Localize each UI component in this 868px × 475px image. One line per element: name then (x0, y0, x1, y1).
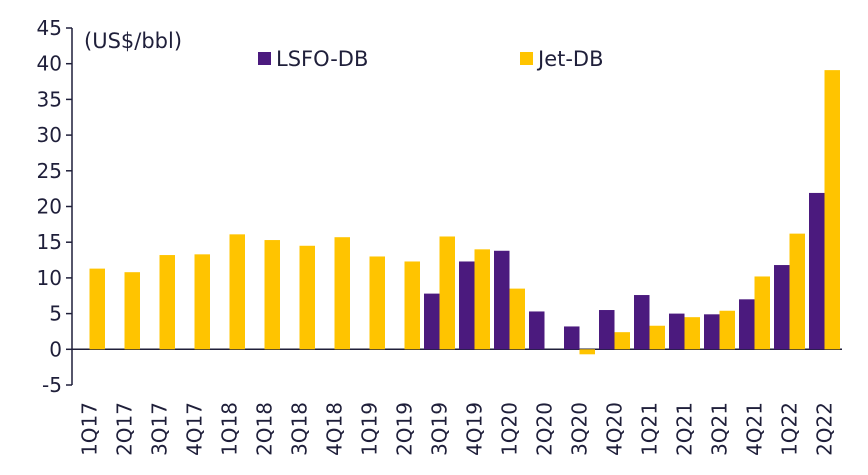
bar-jet-db-1q17 (89, 268, 105, 350)
bar-jet-db-2q18 (264, 240, 280, 350)
bar-lsfo-db-3q20 (564, 326, 580, 350)
y-tick-label: 0 (49, 337, 62, 361)
bar-lsfo-db-1q21 (634, 295, 650, 350)
x-tick-label: 3Q19 (428, 402, 452, 456)
bar-jet-db-4q18 (334, 237, 350, 350)
x-tick-label: 4Q20 (603, 402, 627, 456)
bar-jet-db-3q21 (719, 310, 735, 350)
bar-lsfo-db-4q21 (739, 299, 755, 350)
x-tick-label: 1Q20 (498, 402, 522, 456)
legend-label-jet-db: Jet-DB (536, 47, 604, 71)
bar-lsfo-db-2q22 (809, 192, 825, 350)
y-tick-label: 25 (37, 159, 62, 183)
legend-swatch-lsfo-db (258, 52, 271, 65)
x-tick-label: 3Q21 (708, 402, 732, 456)
bar-jet-db-4q19 (474, 249, 490, 350)
bar-jet-db-2q21 (684, 317, 700, 350)
bar-lsfo-db-1q22 (774, 265, 790, 350)
x-axis-labels: 1Q17 2Q17 3Q17 4Q17 1Q18 2Q18 3Q18 4Q18 1Q19 2Q19… (78, 402, 837, 456)
bar-jet-db-1q21 (649, 325, 665, 350)
x-tick-label: 2Q19 (393, 402, 417, 456)
bar-jet-db-1q19 (369, 256, 385, 350)
x-tick-label: 4Q17 (183, 402, 207, 456)
y-tick-label: 20 (37, 195, 62, 219)
bar-jet-db-1q18 (229, 234, 245, 350)
bar-jet-db-1q20 (509, 288, 525, 350)
x-tick-label: 1Q17 (78, 402, 102, 456)
y-tick-label: 40 (37, 52, 62, 76)
y-tick-label: 45 (37, 16, 62, 40)
bar-jet-db-3q19 (439, 236, 455, 350)
bar-jet-db-2q17 (124, 272, 140, 350)
bar-jet-db-2q19 (404, 261, 420, 350)
legend-swatch-jet-db (520, 52, 533, 65)
bars-group (89, 70, 840, 355)
bar-lsfo-db-2q21 (669, 313, 685, 350)
bar-jet-db-3q20 (579, 349, 595, 355)
x-tick-label: 3Q18 (288, 402, 312, 456)
x-tick-label: 4Q19 (463, 402, 487, 456)
y-tick-label: 15 (37, 230, 62, 254)
y-tick-label: -5 (42, 373, 62, 397)
x-tick-label: 2Q20 (533, 402, 557, 456)
x-tick-label: 1Q19 (358, 402, 382, 456)
x-tick-label: 2Q21 (673, 402, 697, 456)
bar-lsfo-db-3q19 (424, 293, 440, 350)
x-tick-label: 1Q21 (638, 402, 662, 456)
legend: LSFO-DB Jet-DB (258, 47, 604, 71)
x-tick-label: 3Q17 (148, 402, 172, 456)
x-tick-label: 4Q18 (323, 402, 347, 456)
bar-jet-db-3q18 (299, 245, 315, 350)
x-tick-label: 2Q22 (813, 402, 837, 456)
x-tick-label: 2Q17 (113, 402, 137, 456)
bar-jet-db-4q21 (754, 276, 770, 350)
unit-label: (US$/bbl) (84, 29, 182, 53)
x-tick-label: 1Q18 (218, 402, 242, 456)
y-tick-label: 30 (37, 123, 62, 147)
bar-lsfo-db-4q20 (599, 310, 615, 350)
bar-lsfo-db-3q21 (704, 314, 720, 350)
x-tick-label: 4Q21 (743, 402, 767, 456)
y-tick-label: 10 (37, 266, 62, 290)
y-tick-label: 35 (37, 87, 62, 111)
bar-lsfo-db-4q19 (459, 261, 475, 350)
y-axis-ticks: -5 0 5 10 15 20 25 30 35 40 45 (37, 16, 72, 397)
bar-jet-db-3q17 (159, 255, 175, 350)
bar-jet-db-1q22 (789, 233, 805, 350)
bar-jet-db-2q22 (824, 70, 840, 350)
bar-jet-db-4q20 (614, 332, 630, 350)
bar-lsfo-db-1q20 (494, 250, 510, 350)
x-tick-label: 2Q18 (253, 402, 277, 456)
bar-lsfo-db-2q20 (529, 311, 545, 350)
y-tick-label: 5 (49, 302, 62, 326)
bar-jet-db-4q17 (194, 254, 210, 350)
x-tick-label: 3Q20 (568, 402, 592, 456)
legend-label-lsfo-db: LSFO-DB (276, 47, 368, 71)
x-tick-label: 1Q22 (778, 402, 802, 456)
